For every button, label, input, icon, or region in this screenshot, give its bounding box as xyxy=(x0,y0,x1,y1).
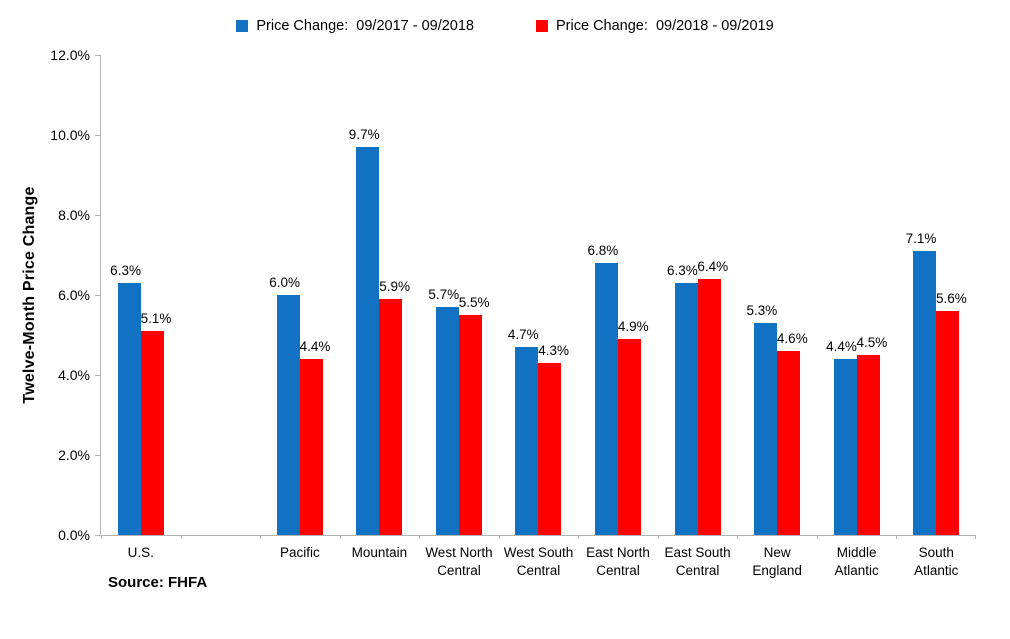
y-tick-label-4-0: 4.0% xyxy=(58,367,90,383)
legend-swatch-blue-icon xyxy=(236,20,249,32)
x-axis-tick xyxy=(260,535,262,539)
x-axis-tick xyxy=(101,535,102,539)
bar-blue-east-south-central: 6.3% xyxy=(667,264,698,535)
y-tick-label-6-0: 6.0% xyxy=(58,287,90,303)
data-label-blue-east-south-central: 6.3% xyxy=(666,263,698,278)
y-axis-tick xyxy=(95,374,101,376)
y-axis-tick xyxy=(95,134,101,136)
data-label-red-pacific: 4.4% xyxy=(299,339,331,354)
y-axis-tick xyxy=(95,454,101,456)
legend-item-2018-2019: Price Change: 09/2018 - 09/2019 xyxy=(536,18,774,34)
y-axis-tick xyxy=(95,294,101,296)
x-axis-tick xyxy=(339,535,341,539)
category-slot-east-south-central: 6.3% 6.4% xyxy=(658,55,738,535)
category-slot-pacific: 6.0% 4.4% xyxy=(260,55,340,535)
data-label-blue-u-s: 6.3% xyxy=(110,263,141,278)
x-axis-tick xyxy=(498,535,500,539)
source-note: Source: FHFA xyxy=(108,574,208,591)
data-label-red-east-north-central: 4.9% xyxy=(617,319,649,334)
bar-blue-south-atlantic: 7.1% xyxy=(906,232,936,535)
bar-red-middle-atlantic: 4.5% xyxy=(856,336,887,535)
legend-label-2017-2018: Price Change: 09/2017 - 09/2018 xyxy=(256,18,474,34)
bar-blue-east-north-central: 6.8% xyxy=(587,244,618,535)
category-slot-east-north-central: 6.8% 4.9% xyxy=(578,55,658,535)
bar-blue-middle-atlantic: 4.4% xyxy=(826,340,857,535)
x-category-label-east-north-central: East North Central xyxy=(586,545,650,578)
bar-blue-u-s: 6.3% xyxy=(110,264,141,535)
y-tick-label-8-0: 8.0% xyxy=(58,207,90,223)
data-label-blue-mountain: 9.7% xyxy=(348,127,380,142)
bar-red-pacific: 4.4% xyxy=(300,340,330,535)
data-label-red-west-north-central: 5.5% xyxy=(458,295,490,310)
x-axis-tick xyxy=(896,535,898,539)
bar-red-west-north-central: 5.5% xyxy=(459,296,490,535)
x-category-label-mountain: Mountain xyxy=(351,545,408,560)
data-label-blue-west-south-central: 4.7% xyxy=(507,327,539,342)
bar-red-u-s: 5.1% xyxy=(141,312,171,535)
bar-blue-mountain: 9.7% xyxy=(349,128,380,535)
bar-blue-pacific: 6.0% xyxy=(269,276,300,535)
data-label-red-south-atlantic: 5.6% xyxy=(936,291,967,306)
bar-red-new-england: 4.6% xyxy=(777,332,808,535)
y-axis-tick xyxy=(95,534,101,536)
data-label-red-u-s: 5.1% xyxy=(140,311,172,326)
data-label-blue-middle-atlantic: 4.4% xyxy=(826,339,857,354)
data-label-red-west-south-central: 4.3% xyxy=(538,343,570,358)
x-category-label-u-s: U.S. xyxy=(127,545,154,560)
x-axis-tick xyxy=(657,535,659,539)
data-label-blue-pacific: 6.0% xyxy=(269,275,301,290)
bar-blue-west-south-central: 4.7% xyxy=(508,328,539,535)
x-category-label-west-south-central: West South Central xyxy=(503,545,574,578)
bar-red-west-south-central: 4.3% xyxy=(538,344,569,535)
x-category-label-east-south-central: East South Central xyxy=(664,545,731,578)
data-label-red-new-england: 4.6% xyxy=(776,331,808,346)
bar-red-mountain: 5.9% xyxy=(379,280,410,535)
bar-blue-new-england: 5.3% xyxy=(747,304,777,535)
x-category-label-west-north-central: West North Central xyxy=(425,545,493,578)
bar-red-south-atlantic: 5.6% xyxy=(936,292,967,535)
x-axis-tick xyxy=(737,535,739,539)
category-slot-new-england: 5.3% 4.6% xyxy=(737,55,817,535)
legend-swatch-red-icon xyxy=(536,20,548,32)
y-tick-label-2-0: 2.0% xyxy=(58,447,90,463)
x-category-label-pacific: Pacific xyxy=(279,545,320,560)
category-slot-mountain: 9.7% 5.9% xyxy=(340,55,420,535)
x-axis-tick xyxy=(578,535,580,539)
category-slot-west-south-central: 4.7% 4.3% xyxy=(499,55,579,535)
x-axis-tick xyxy=(975,535,976,539)
bar-red-east-north-central: 4.9% xyxy=(618,320,649,535)
y-tick-label-0-0: 0.0% xyxy=(58,527,90,543)
legend: Price Change: 09/2017 - 09/2018 Price Ch… xyxy=(0,18,1010,34)
x-axis-tick xyxy=(816,535,818,539)
category-slot-west-north-central: 5.7% 5.5% xyxy=(419,55,499,535)
data-label-red-mountain: 5.9% xyxy=(379,279,410,294)
data-label-red-middle-atlantic: 4.5% xyxy=(856,335,888,350)
data-label-blue-new-england: 5.3% xyxy=(746,303,778,318)
y-axis-tick xyxy=(95,214,101,216)
category-slot-u-s: 6.3% 5.1% xyxy=(101,55,181,535)
data-label-red-east-south-central: 6.4% xyxy=(697,259,729,274)
data-label-blue-west-north-central: 5.7% xyxy=(428,287,460,302)
legend-item-2017-2018: Price Change: 09/2017 - 09/2018 xyxy=(236,18,474,34)
x-category-label-new-england: New England xyxy=(752,545,802,578)
x-axis-tick xyxy=(180,535,182,539)
plot-area: 0.0% 2.0% 4.0% 6.0% 8.0% 10.0% 12.0% 6.3% 5.1% U.… xyxy=(50,47,976,578)
y-tick-label-12-0: 12.0% xyxy=(50,47,90,63)
data-label-blue-east-north-central: 6.8% xyxy=(587,243,619,258)
data-label-blue-south-atlantic: 7.1% xyxy=(905,231,937,246)
category-slot-south-atlantic: 7.1% 5.6% xyxy=(896,55,976,535)
bar-blue-west-north-central: 5.7% xyxy=(428,288,459,535)
x-category-label-middle-atlantic: Middle Atlantic xyxy=(834,545,879,578)
x-axis-tick xyxy=(419,535,421,539)
legend-label-2018-2019: Price Change: 09/2018 - 09/2019 xyxy=(556,18,774,34)
category-slot-middle-atlantic: 4.4% 4.5% xyxy=(817,55,897,535)
y-tick-label-10-0: 10.0% xyxy=(50,127,90,143)
x-category-label-south-atlantic: South Atlantic xyxy=(914,545,959,578)
y-axis-tick xyxy=(95,54,101,56)
bar-red-east-south-central: 6.4% xyxy=(697,260,728,535)
